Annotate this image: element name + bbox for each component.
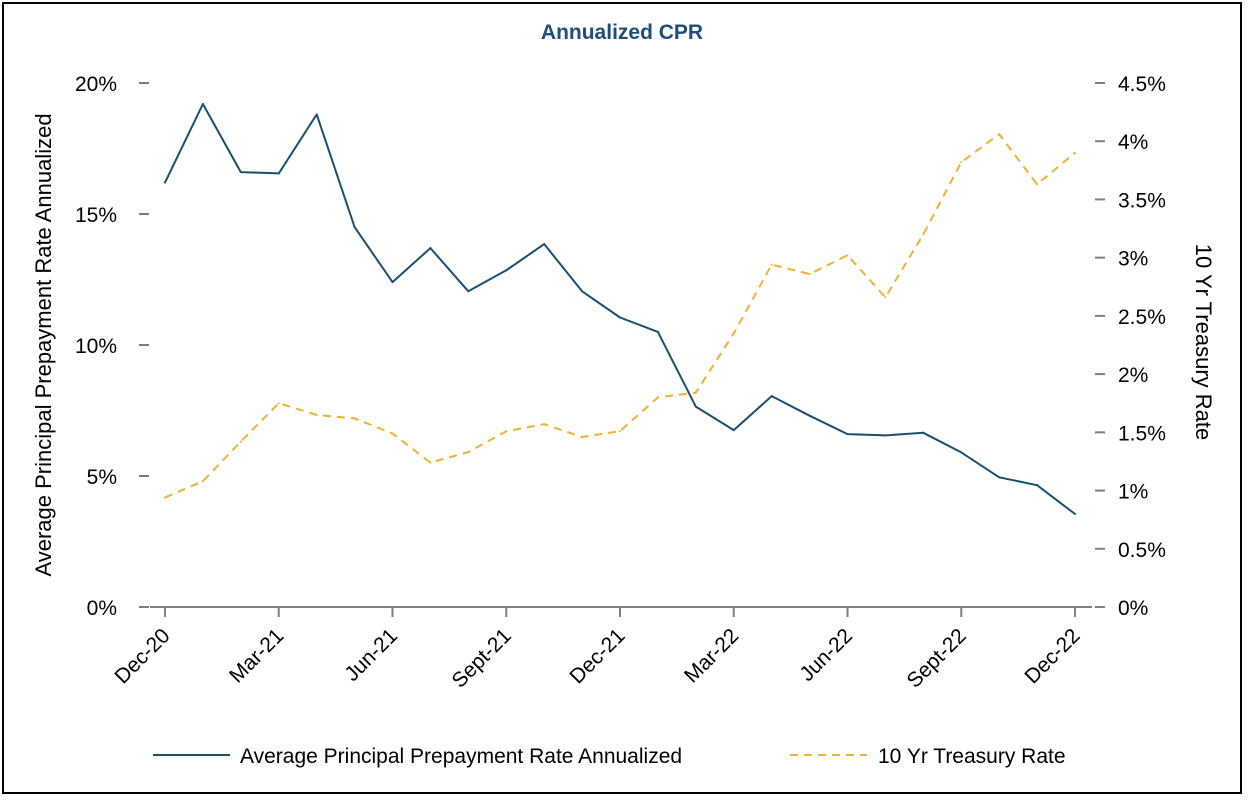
cpr-point [1036,484,1039,487]
right-y-tick-label: 2% [1118,364,1148,387]
cpr-point [315,113,318,116]
treasury-point [277,402,280,405]
x-tick-label: Dec-21 [565,624,629,688]
left-y-tick-label: 0% [87,597,117,620]
treasury-point [353,417,356,420]
cpr-point [846,433,849,436]
treasury-point [467,451,470,454]
chart-title: Annualized CPR [541,21,703,44]
treasury-point [770,263,773,266]
cpr-point [694,405,697,408]
treasury-point [1074,151,1076,154]
treasury-point [846,254,849,257]
treasury-point [998,133,1001,136]
cpr-point [467,290,470,293]
cpr-point [353,226,356,229]
cpr-point [770,395,773,398]
legend-label-treasury: 10 Yr Treasury Rate [878,745,1066,768]
legend-label-cpr: Average Principal Prepayment Rate Annual… [240,745,682,768]
x-tick-label: Mar-21 [225,624,288,687]
series-line-cpr [164,103,1076,515]
right-y-tick-label: 4% [1118,131,1148,154]
x-tick-label: Jun-21 [340,624,402,686]
right-y-tick-label: 0% [1118,597,1148,620]
x-tick-label: Sept-22 [903,624,971,692]
right-y-axis: 0% 0.5% 1% 1.5% 2% 2.5% 3% 3.5% 4% 4.5% [1095,73,1166,620]
treasury-point [619,430,621,433]
cpr-point [998,476,1001,479]
treasury-point [164,496,166,499]
series-line-treasury [164,132,1076,499]
cpr-point [732,429,735,432]
cpr-point [884,434,887,437]
cpr-point [239,171,242,174]
right-y-tick-label: 3.5% [1118,189,1166,212]
cpr-point [391,281,394,284]
cpr-point [619,316,621,319]
treasury-point [543,423,546,426]
legend: Average Principal Prepayment Rate Annual… [153,745,1066,768]
cpr-point [277,172,280,175]
cpr-point [429,247,432,250]
treasury-point [581,435,584,438]
cpr-point [201,102,204,105]
right-y-tick-label: 0.5% [1118,539,1166,562]
left-y-axis-label: Average Principal Prepayment Rate Annual… [31,113,56,576]
x-tick-label: Dec-20 [110,624,174,688]
treasury-point [808,272,811,275]
cpr-point [1074,512,1076,515]
cpr-point [960,451,963,454]
x-axis: Dec-20 Mar-21 Jun-21 Sept-21 Dec-21 Mar-22 Jun… [110,606,1092,693]
left-y-tick-label: 10% [75,335,117,358]
cpr-point [922,431,925,434]
cpr-point [656,330,659,333]
cpr-point [164,181,166,184]
right-y-axis-label: 10 Yr Treasury Rate [1191,244,1216,440]
treasury-point [922,233,925,236]
x-tick-label: Jun-22 [795,624,857,686]
right-y-tick-label: 1.5% [1118,422,1166,445]
cpr-point [581,290,584,293]
left-y-tick-label: 15% [75,204,117,227]
series-layer [164,102,1076,515]
treasury-point [1036,183,1039,186]
treasury-point [239,440,242,443]
cpr-point [808,414,811,417]
cpr-point [505,269,508,272]
right-y-tick-label: 1% [1118,481,1148,504]
cpr-point [543,243,546,246]
x-tick-label: Sept-21 [448,624,516,692]
treasury-point [694,391,697,394]
x-tick-label: Mar-22 [680,624,743,687]
left-y-axis: 0% 5% 10% 15% 20% [75,73,149,620]
treasury-point [429,461,432,464]
treasury-point [656,396,659,399]
right-y-tick-label: 3% [1118,248,1148,271]
treasury-point [960,161,963,164]
treasury-point [315,413,318,416]
x-tick-label: Dec-22 [1020,624,1084,688]
left-y-tick-label: 20% [75,73,117,96]
treasury-point [505,430,508,433]
right-y-tick-label: 2.5% [1118,306,1166,329]
treasury-point [884,296,887,299]
treasury-point [732,332,735,335]
left-y-tick-label: 5% [87,466,117,489]
treasury-point [201,480,204,483]
treasury-point [391,432,394,435]
right-y-tick-label: 4.5% [1118,73,1166,96]
